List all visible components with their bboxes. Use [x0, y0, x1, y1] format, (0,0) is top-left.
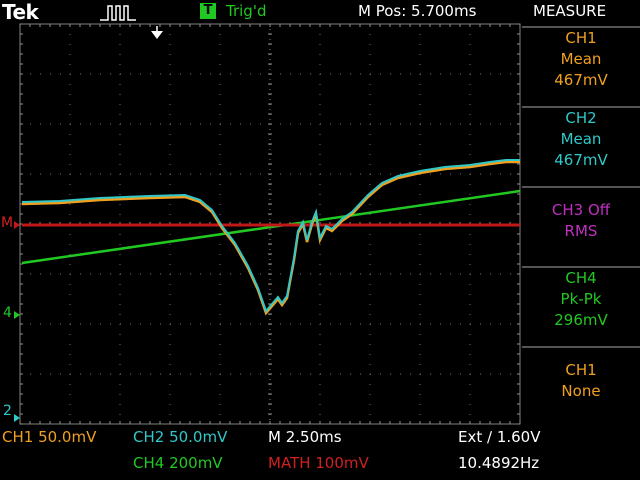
ch4-ground-label: 4 — [3, 305, 12, 321]
measure-type: Mean — [560, 130, 602, 148]
trigger-frequency-readout: 10.4892Hz — [458, 454, 540, 472]
measure-type: RMS — [564, 222, 598, 240]
measure-type: Pk-Pk — [560, 290, 602, 308]
measure-channel: CH3 Off — [551, 201, 611, 219]
measure-channel: CH1 — [565, 361, 597, 379]
measure-value: 296mV — [554, 311, 608, 329]
math-ground-label: M — [1, 215, 14, 231]
measure-channel: CH1 — [565, 29, 597, 47]
ch2-ground-marker — [14, 414, 20, 422]
math-ground-marker — [14, 221, 20, 229]
ch2-scale-readout: CH2 50.0mV — [133, 428, 228, 446]
measure-ch3-rms[interactable]: CH3 Off RMS — [522, 186, 640, 262]
measure-channel: CH2 — [565, 109, 597, 127]
top-status-bar: Tek T Trig'd M Pos: 5.700ms MEASURE — [0, 0, 640, 24]
ch4-scale-readout: CH4 200mV — [133, 454, 223, 472]
horizontal-position: M Pos: 5.700ms — [358, 2, 477, 20]
measure-ch2-mean[interactable]: CH2 Mean 467mV — [522, 106, 640, 182]
ch1-trace — [21, 160, 520, 316]
math-scale-readout: MATH 100mV — [268, 454, 369, 472]
measure-channel: CH4 — [565, 269, 597, 287]
trigger-badge: T — [200, 3, 216, 19]
trigger-readout: Ext ∕ 1.60V — [458, 428, 541, 446]
trigger-position-marker — [151, 26, 163, 39]
measure-ch4-pkpk[interactable]: CH4 Pk-Pk 296mV — [522, 266, 640, 342]
measure-type: Mean — [560, 50, 602, 68]
measure-ch1-none[interactable]: CH1 None — [522, 346, 640, 426]
measure-value: 467mV — [554, 71, 608, 89]
ch2-ground-label: 2 — [3, 403, 12, 419]
ch4-trace — [21, 189, 521, 265]
brand-logo: Tek — [2, 0, 39, 24]
measure-ch1-mean[interactable]: CH1 Mean 467mV — [522, 26, 640, 102]
measure-type: None — [561, 382, 601, 400]
trigger-status: Trig'd — [226, 2, 267, 20]
measure-menu-title[interactable]: MEASURE — [533, 2, 607, 20]
timebase-readout: M 2.50ms — [268, 428, 342, 446]
pulse-trigger-icon — [100, 5, 136, 21]
ch4-ground-marker — [14, 311, 20, 319]
measure-value: 467mV — [554, 151, 608, 169]
ch2-trace — [21, 159, 520, 313]
ch1-scale-readout: CH1 50.0mV — [2, 428, 97, 446]
